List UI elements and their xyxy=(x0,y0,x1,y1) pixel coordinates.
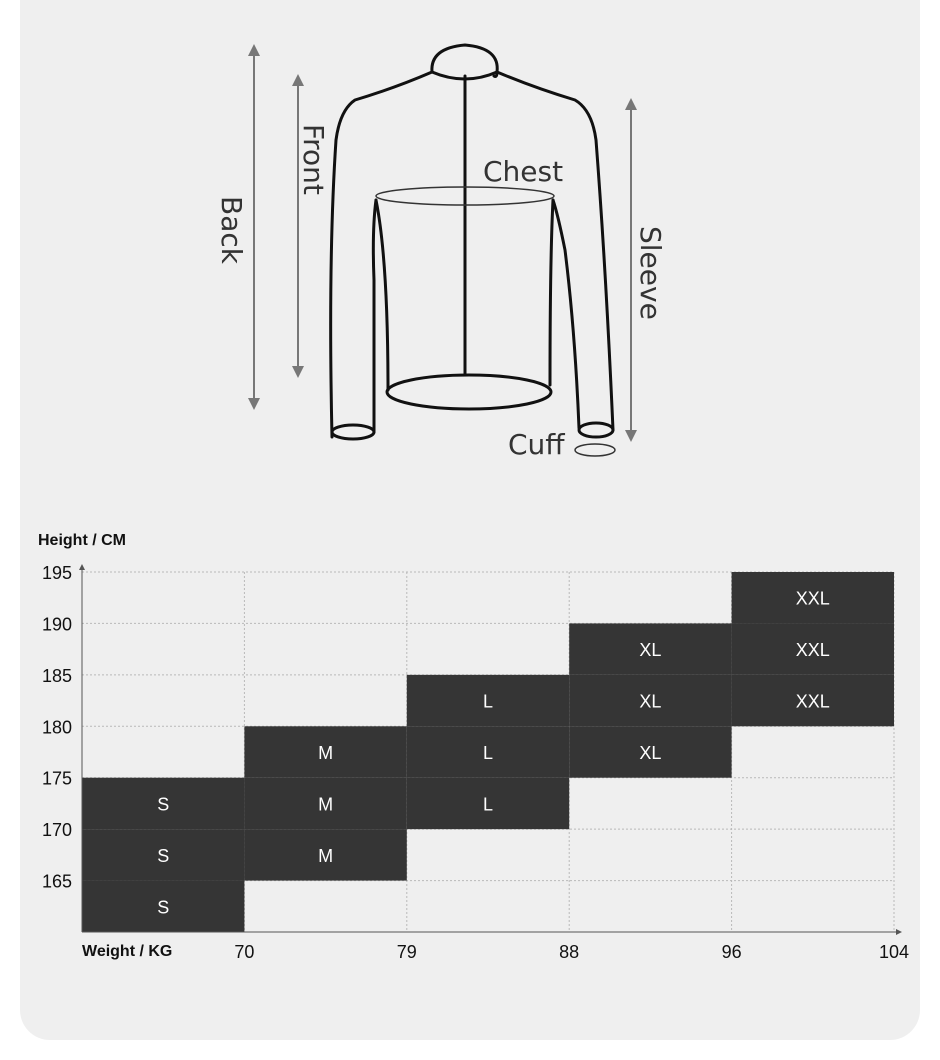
cuff-measure-line xyxy=(574,443,616,457)
size-cell xyxy=(244,777,407,830)
size-cell-label: XL xyxy=(639,692,661,712)
x-tick-label: 96 xyxy=(722,942,742,962)
size-cell-label: L xyxy=(483,794,493,814)
chest-measure-line xyxy=(375,186,555,206)
size-cell xyxy=(244,829,407,881)
jacket-hem xyxy=(385,373,553,411)
y-tick-labels: 195 190 185 180 175 170 165 xyxy=(42,563,72,892)
size-cell xyxy=(406,777,570,830)
y-axis-title: Height / CM xyxy=(38,532,126,549)
left-cuff xyxy=(330,423,376,441)
size-cell-label: L xyxy=(483,692,493,712)
y-tick-label: 165 xyxy=(42,872,72,892)
size-cell xyxy=(244,726,407,778)
x-axis-title: Weight / KG xyxy=(82,943,172,960)
size-cell xyxy=(731,572,894,624)
jacket-collar xyxy=(430,43,499,78)
size-cell-label: S xyxy=(157,846,169,866)
front-label: Front xyxy=(297,124,330,195)
size-cell-label: M xyxy=(318,743,333,763)
y-axis-arrow xyxy=(79,564,85,570)
y-tick-label: 185 xyxy=(42,666,72,686)
back-label: Back xyxy=(215,196,248,265)
size-cell-label: XXL xyxy=(796,640,830,660)
size-cell-label: L xyxy=(483,743,493,763)
chart-cells: S S S M M M L L L XL XL XL XXL XXL XXL xyxy=(82,572,894,932)
size-cell-label: S xyxy=(157,794,169,814)
size-cell-label: XXL xyxy=(796,692,830,712)
size-cell-label: XL xyxy=(639,640,661,660)
jacket-right-side xyxy=(495,70,615,432)
size-cell xyxy=(569,674,732,727)
size-cell-label: M xyxy=(318,794,333,814)
y-tick-label: 195 xyxy=(42,563,72,583)
y-tick-label: 180 xyxy=(42,717,72,737)
size-cell-label: XL xyxy=(639,743,661,763)
back-arrow xyxy=(248,44,260,410)
x-tick-labels: 70 79 88 96 104 xyxy=(234,942,909,962)
size-cell xyxy=(569,623,732,675)
jacket-diagram xyxy=(329,43,615,441)
size-cell xyxy=(82,777,245,830)
x-tick-label: 70 xyxy=(234,942,254,962)
jacket-left-side xyxy=(329,70,434,439)
cuff-label: Cuff xyxy=(508,428,565,461)
sleeve-arrow xyxy=(625,98,637,442)
size-cell xyxy=(731,674,894,727)
sleeve-label: Sleeve xyxy=(634,226,667,320)
size-cell xyxy=(406,674,570,727)
chest-label: Chest xyxy=(483,155,563,188)
x-tick-label: 88 xyxy=(559,942,579,962)
y-tick-label: 175 xyxy=(42,769,72,789)
x-tick-label: 79 xyxy=(397,942,417,962)
front-arrow xyxy=(292,74,304,378)
x-tick-label: 104 xyxy=(879,942,909,962)
size-cell xyxy=(82,829,245,881)
size-cell xyxy=(82,880,245,932)
right-cuff xyxy=(577,421,615,439)
size-cell-label: XXL xyxy=(796,589,830,609)
size-cell xyxy=(406,726,570,778)
chart-axes xyxy=(79,564,902,935)
size-cell-label: S xyxy=(157,897,169,917)
y-tick-label: 170 xyxy=(42,820,72,840)
size-cell xyxy=(731,623,894,675)
x-axis-arrow xyxy=(896,929,902,935)
size-cell-label: M xyxy=(318,846,333,866)
size-chart: S S S M M M L L L XL XL XL XXL XXL XXL Height / CM Wei… xyxy=(38,532,909,962)
y-tick-label: 190 xyxy=(42,614,72,634)
size-cell xyxy=(569,726,732,778)
